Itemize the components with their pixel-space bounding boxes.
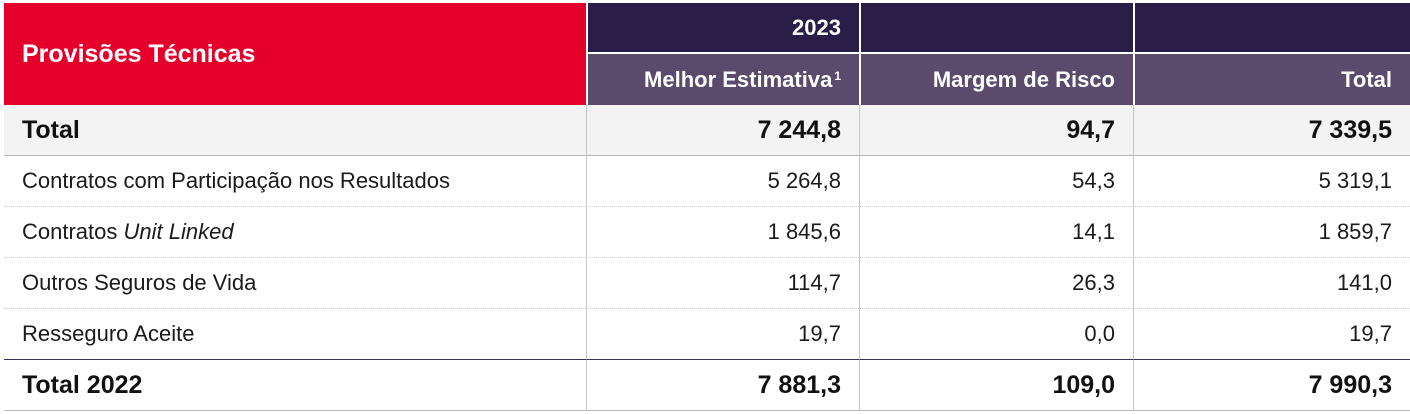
row-label-text: Contratos	[22, 219, 124, 244]
footnote-marker: 1	[834, 68, 841, 83]
row-label: Contratos com Participação nos Resultado…	[4, 156, 586, 207]
table-row: Contratos Unit Linked 1 845,6 14,1 1 859…	[4, 207, 1410, 258]
row-best-estimate: 114,7	[586, 258, 859, 309]
row-total: 141,0	[1133, 258, 1410, 309]
total-2022-best-estimate: 7 881,3	[586, 360, 859, 411]
total-row-total: 7 339,5	[1133, 105, 1410, 156]
total-2022-total: 7 990,3	[1133, 360, 1410, 411]
row-risk-margin: 26,3	[859, 258, 1133, 309]
row-label-text: Outros Seguros de Vida	[22, 270, 257, 295]
year-header-empty-2	[1133, 3, 1410, 54]
total-row-label: Total	[4, 105, 586, 156]
total-2022-risk-margin: 109,0	[859, 360, 1133, 411]
row-label: Contratos Unit Linked	[4, 207, 586, 258]
row-risk-margin: 14,1	[859, 207, 1133, 258]
year-header-empty-1	[859, 3, 1133, 54]
column-header-total: Total	[1133, 54, 1410, 105]
table-title: Provisões Técnicas	[4, 3, 586, 105]
row-best-estimate: 5 264,8	[586, 156, 859, 207]
row-label-text: Contratos com Participação nos Resultado…	[22, 168, 450, 193]
row-label: Resseguro Aceite	[4, 309, 586, 360]
total-row: Total 7 244,8 94,7 7 339,5	[4, 105, 1410, 156]
table-row: Contratos com Participação nos Resultado…	[4, 156, 1410, 207]
row-label-italic: Unit Linked	[123, 219, 234, 244]
column-header-best-estimate: Melhor Estimativa 1	[586, 54, 859, 105]
total-row-best-estimate: 7 244,8	[586, 105, 859, 156]
row-risk-margin: 0,0	[859, 309, 1133, 360]
row-risk-margin: 54,3	[859, 156, 1133, 207]
table-row: Resseguro Aceite 19,7 0,0 19,7	[4, 309, 1410, 360]
row-best-estimate: 19,7	[586, 309, 859, 360]
row-label: Outros Seguros de Vida	[4, 258, 586, 309]
year-header: 2023	[586, 3, 859, 54]
total-2022-label: Total 2022	[4, 360, 586, 411]
best-estimate-label: Melhor Estimativa	[644, 66, 833, 92]
row-best-estimate: 1 845,6	[586, 207, 859, 258]
total-2022-row: Total 2022 7 881,3 109,0 7 990,3	[4, 360, 1410, 411]
total-row-risk-margin: 94,7	[859, 105, 1133, 156]
column-header-risk-margin: Margem de Risco	[859, 54, 1133, 105]
row-total: 19,7	[1133, 309, 1410, 360]
technical-provisions-table: Provisões Técnicas 2023 Melhor Estimativ…	[4, 3, 1410, 411]
row-total: 5 319,1	[1133, 156, 1410, 207]
row-label-text: Resseguro Aceite	[22, 321, 195, 346]
row-total: 1 859,7	[1133, 207, 1410, 258]
table-row: Outros Seguros de Vida 114,7 26,3 141,0	[4, 258, 1410, 309]
